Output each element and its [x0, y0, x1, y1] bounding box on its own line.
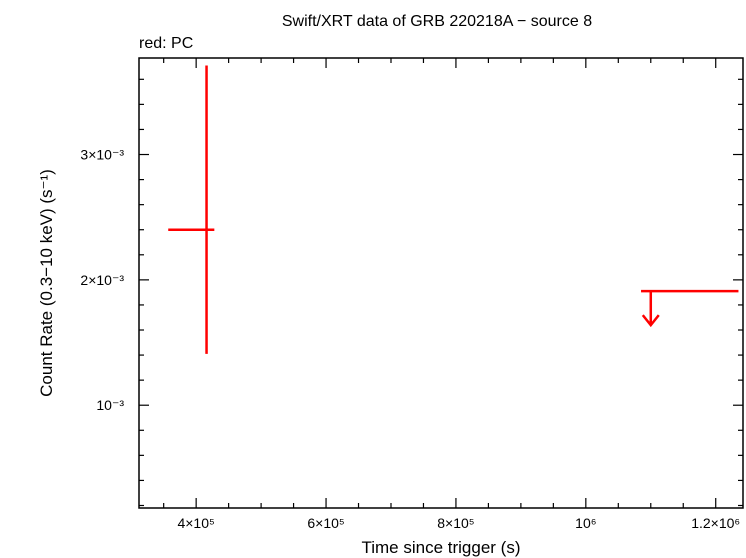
data-series-pc: [168, 65, 739, 354]
y-axis-tick-labels: 10⁻³ 2×10⁻³ 3×10⁻³: [80, 147, 124, 414]
chart-subtitle: red: PC: [139, 35, 193, 52]
x-axis-tick-labels: 4×10⁵ 6×10⁵ 8×10⁵ 10⁶ 1.2×10⁶: [177, 515, 740, 531]
upper-limit-arrow-head: [641, 314, 660, 328]
x-axis-label: Time since trigger (s): [361, 538, 520, 557]
plot-frame: [138, 57, 744, 509]
y-axis-label: Count Rate (0.3−10 keV) (s⁻¹): [37, 169, 56, 397]
x-tick-label: 4×10⁵: [177, 515, 214, 531]
x-tick-label: 8×10⁵: [437, 515, 474, 531]
x-axis-ticks: [163, 58, 717, 508]
x-tick-label: 10⁶: [575, 515, 596, 531]
y-axis-ticks: [139, 78, 743, 507]
y-tick-label: 10⁻³: [96, 397, 124, 413]
x-tick-label: 1.2×10⁶: [691, 515, 740, 531]
chart-title: Swift/XRT data of GRB 220218A − source 8: [282, 13, 592, 30]
y-tick-label: 3×10⁻³: [80, 147, 124, 163]
x-tick-label: 6×10⁵: [307, 515, 344, 531]
y-tick-label: 2×10⁻³: [80, 272, 124, 288]
